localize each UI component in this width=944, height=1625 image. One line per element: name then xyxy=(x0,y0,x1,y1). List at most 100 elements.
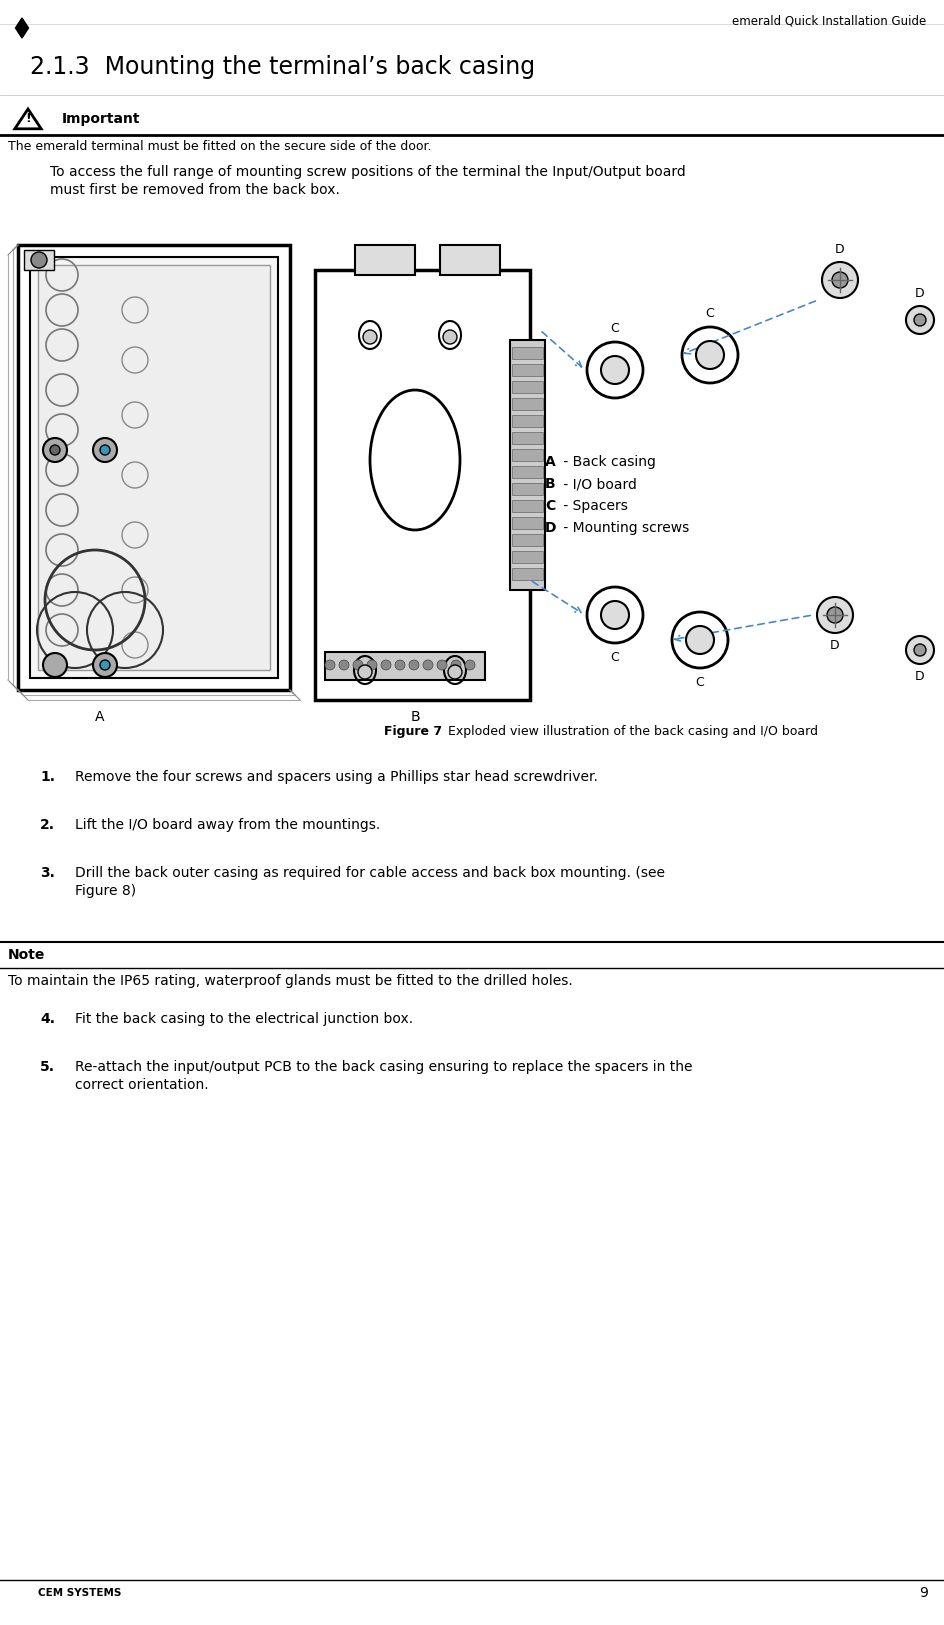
Bar xyxy=(510,340,545,590)
Circle shape xyxy=(93,439,117,462)
Bar xyxy=(38,265,270,670)
Text: - Spacers: - Spacers xyxy=(559,499,628,514)
Text: Re-attach the input/output PCB to the back casing ensuring to replace the spacer: Re-attach the input/output PCB to the ba… xyxy=(75,1060,693,1092)
Text: 2.1.3  Mounting the terminal’s back casing: 2.1.3 Mounting the terminal’s back casin… xyxy=(30,55,535,80)
Circle shape xyxy=(601,601,629,629)
Circle shape xyxy=(906,306,934,335)
Bar xyxy=(512,466,543,478)
Text: The emerald terminal must be fitted on the secure side of the door.: The emerald terminal must be fitted on t… xyxy=(8,140,431,153)
Circle shape xyxy=(601,356,629,384)
Circle shape xyxy=(93,653,117,678)
Circle shape xyxy=(363,330,377,344)
Bar xyxy=(440,245,500,275)
Bar xyxy=(512,483,543,496)
Bar xyxy=(512,414,543,427)
Circle shape xyxy=(325,660,335,669)
Bar xyxy=(512,432,543,444)
Bar xyxy=(315,270,530,700)
Text: Fit the back casing to the electrical junction box.: Fit the back casing to the electrical ju… xyxy=(75,1012,413,1025)
Bar xyxy=(512,348,543,359)
Circle shape xyxy=(358,665,372,679)
Circle shape xyxy=(906,635,934,665)
Text: Exploded view illustration of the back casing and I/O board: Exploded view illustration of the back c… xyxy=(444,725,818,738)
Text: 3.: 3. xyxy=(40,866,55,881)
Circle shape xyxy=(465,660,475,669)
Text: B: B xyxy=(411,710,420,725)
Bar xyxy=(512,569,543,580)
Text: Remove the four screws and spacers using a Phillips star head screwdriver.: Remove the four screws and spacers using… xyxy=(75,770,598,783)
Bar xyxy=(512,398,543,410)
Circle shape xyxy=(587,587,643,644)
Bar xyxy=(24,250,54,270)
Text: C: C xyxy=(705,307,715,320)
Bar xyxy=(512,449,543,462)
Circle shape xyxy=(423,660,433,669)
Circle shape xyxy=(448,665,462,679)
Circle shape xyxy=(100,445,110,455)
Text: C: C xyxy=(696,676,704,689)
Circle shape xyxy=(587,341,643,398)
Circle shape xyxy=(672,613,728,668)
Bar xyxy=(355,245,415,275)
Text: D: D xyxy=(545,522,557,535)
Text: D: D xyxy=(835,244,845,257)
Circle shape xyxy=(817,596,853,634)
Text: A: A xyxy=(95,710,105,725)
Text: Drill the back outer casing as required for cable access and back box mounting. : Drill the back outer casing as required … xyxy=(75,866,665,899)
Circle shape xyxy=(43,653,67,678)
Text: CEM SYSTEMS: CEM SYSTEMS xyxy=(38,1588,122,1597)
Bar xyxy=(512,500,543,512)
Bar xyxy=(512,535,543,546)
Text: D: D xyxy=(915,288,925,301)
Text: emerald Quick Installation Guide: emerald Quick Installation Guide xyxy=(732,15,926,28)
Circle shape xyxy=(914,644,926,656)
Text: 5.: 5. xyxy=(40,1060,55,1074)
Text: !: ! xyxy=(25,112,31,125)
Text: - Mounting screws: - Mounting screws xyxy=(559,522,689,535)
Circle shape xyxy=(367,660,377,669)
Bar xyxy=(18,245,290,691)
Bar xyxy=(512,380,543,393)
Circle shape xyxy=(31,252,47,268)
Text: Important: Important xyxy=(62,112,141,127)
Text: 4.: 4. xyxy=(40,1012,55,1025)
Text: - Back casing: - Back casing xyxy=(559,455,656,470)
Text: A: A xyxy=(545,455,556,470)
Text: C: C xyxy=(611,652,619,665)
Text: D: D xyxy=(915,670,925,682)
Circle shape xyxy=(437,660,447,669)
Bar xyxy=(325,652,485,679)
Circle shape xyxy=(443,330,457,344)
Circle shape xyxy=(451,660,461,669)
Text: 9: 9 xyxy=(919,1586,929,1601)
Polygon shape xyxy=(15,18,28,37)
Circle shape xyxy=(339,660,349,669)
Circle shape xyxy=(381,660,391,669)
Circle shape xyxy=(822,262,858,297)
Circle shape xyxy=(409,660,419,669)
Circle shape xyxy=(682,327,738,383)
Bar xyxy=(512,364,543,375)
Text: C: C xyxy=(545,499,555,514)
Circle shape xyxy=(43,439,67,462)
Text: 2.: 2. xyxy=(40,817,55,832)
Bar xyxy=(512,551,543,562)
Text: D: D xyxy=(830,639,840,652)
Circle shape xyxy=(50,445,60,455)
Text: Figure 7: Figure 7 xyxy=(384,725,442,738)
Circle shape xyxy=(353,660,363,669)
Circle shape xyxy=(395,660,405,669)
Text: C: C xyxy=(611,322,619,335)
Circle shape xyxy=(832,271,848,288)
Text: Note: Note xyxy=(8,947,45,962)
Text: 1.: 1. xyxy=(40,770,55,783)
Circle shape xyxy=(696,341,724,369)
Text: - I/O board: - I/O board xyxy=(559,478,637,491)
Circle shape xyxy=(914,314,926,327)
Text: To maintain the IP65 rating, waterproof glands must be fitted to the drilled hol: To maintain the IP65 rating, waterproof … xyxy=(8,973,573,988)
Text: To access the full range of mounting screw positions of the terminal the Input/O: To access the full range of mounting scr… xyxy=(50,166,685,197)
Text: Lift the I/O board away from the mountings.: Lift the I/O board away from the mountin… xyxy=(75,817,380,832)
Circle shape xyxy=(827,608,843,622)
Bar xyxy=(30,257,278,678)
Circle shape xyxy=(100,660,110,669)
